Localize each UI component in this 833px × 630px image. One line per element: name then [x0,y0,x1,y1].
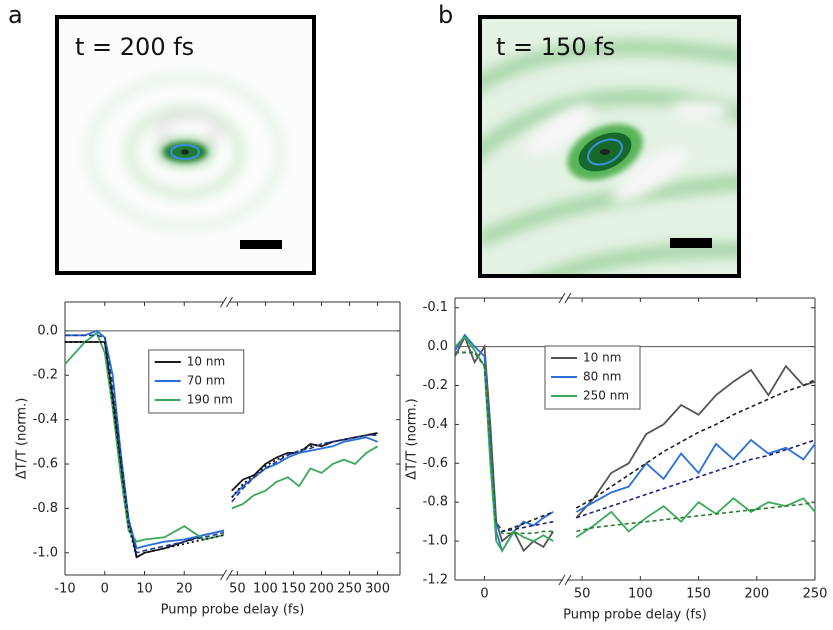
x-tick-label: 0 [480,587,488,602]
legend-label: 190 nm [187,393,233,407]
data-line [64,331,379,543]
y-tick-label: 0.0 [427,339,448,354]
x-tick-label: 50 [574,587,591,602]
x-tick-label: 50 [229,582,246,597]
panel-label: a [8,1,23,29]
y-tick-label: -1.0 [423,534,448,549]
x-tick-label: 0 [101,582,109,597]
x-tick-label: 200 [309,582,334,597]
fit-line [455,351,816,535]
x-tick-label: 250 [337,582,362,597]
panel-label: b [438,1,453,29]
axis-break [564,292,572,304]
axis-break [226,296,233,308]
legend-label: 10 nm [187,355,225,369]
y-tick-label: -0.2 [33,368,58,383]
image-a [55,15,316,275]
time-label: t = 200 fs [75,33,194,61]
image-frame [478,15,741,278]
y-tick-label: -1.2 [423,573,448,588]
scale-bar [670,238,712,248]
x-tick-label: 200 [744,587,769,602]
axis-break [226,569,233,581]
y-tick-label: -1.0 [33,545,58,560]
axis-break [558,292,566,304]
image-frame [55,15,316,275]
y-tick-label: -0.8 [423,495,448,510]
fit-line [65,334,378,554]
fit-line [65,341,378,559]
y-tick-label: 0.0 [37,323,58,338]
y-tick-label: -0.6 [33,457,58,472]
x-axis-label: Pump probe delay (fs) [563,608,707,623]
y-tick-label: -0.1 [423,300,448,315]
axis-break [564,574,572,586]
data-line [454,333,816,553]
y-tick-label: -0.4 [423,417,448,432]
x-tick-label: 100 [628,587,653,602]
y-tick-label: -0.4 [33,412,58,427]
x-tick-label: 250 [803,587,828,602]
axis-break [220,296,227,308]
legend-label: 250 nm [583,389,629,403]
scale-bar [240,240,282,249]
x-tick-label: 20 [176,582,193,597]
x-axis-label: Pump probe delay (fs) [161,603,305,618]
x-tick-label: -10 [54,582,75,597]
x-tick-label: 10 [136,582,153,597]
time-label: t = 150 fs [496,33,615,61]
legend-label: 10 nm [583,351,621,365]
y-tick-label: -0.6 [423,456,448,471]
data-line [454,335,816,553]
y-axis-label: ΔT/T (norm.) [15,398,30,480]
image-b [478,15,741,278]
axis-break [220,569,227,581]
y-tick-label: -0.8 [33,501,58,516]
y-tick-label: -0.2 [423,378,448,393]
legend-label: 80 nm [583,370,621,384]
data-line [454,334,816,553]
x-tick-label: 150 [686,587,711,602]
x-tick-label: 100 [253,582,278,597]
x-tick-label: 300 [365,582,390,597]
axis-break [558,574,566,586]
x-tick-label: 150 [281,582,306,597]
legend-label: 70 nm [187,374,225,388]
y-axis-label: ΔT/T (norm.) [405,398,420,480]
